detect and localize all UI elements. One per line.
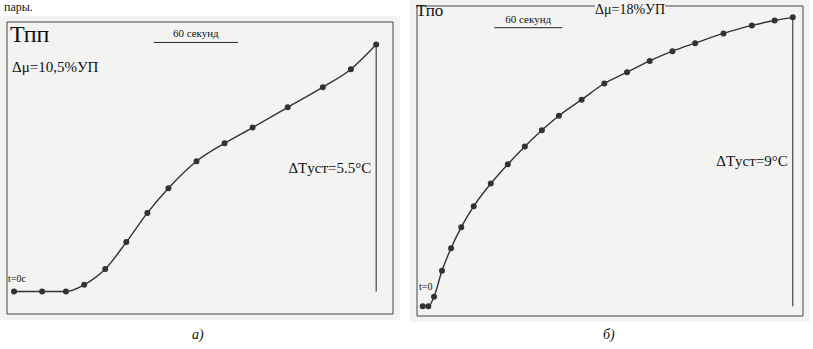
svg-text:60 секунд: 60 секунд [173,27,219,39]
html-text:t=0: t=0 [419,281,433,292]
html-text:t=0с: t=0с [8,273,26,284]
html-text:Δμ=18%УП: Δμ=18%УП [595,2,666,17]
html-text:пары.: пары. [4,0,33,14]
html-text:б): б) [603,327,615,342]
svg-text:60 секунд: 60 секунд [505,13,551,25]
html-text:Δμ=10,5%УП: Δμ=10,5%УП [12,59,99,75]
svg-text:ΔTуст=5.5°C: ΔTуст=5.5°C [288,160,371,176]
svg-text:ΔTуст=9°C: ΔTуст=9°C [716,153,787,169]
html-text:Тпо: Тпо [416,1,444,20]
html-text:Тпп: Тпп [10,21,50,47]
html-text:а): а) [192,327,204,342]
